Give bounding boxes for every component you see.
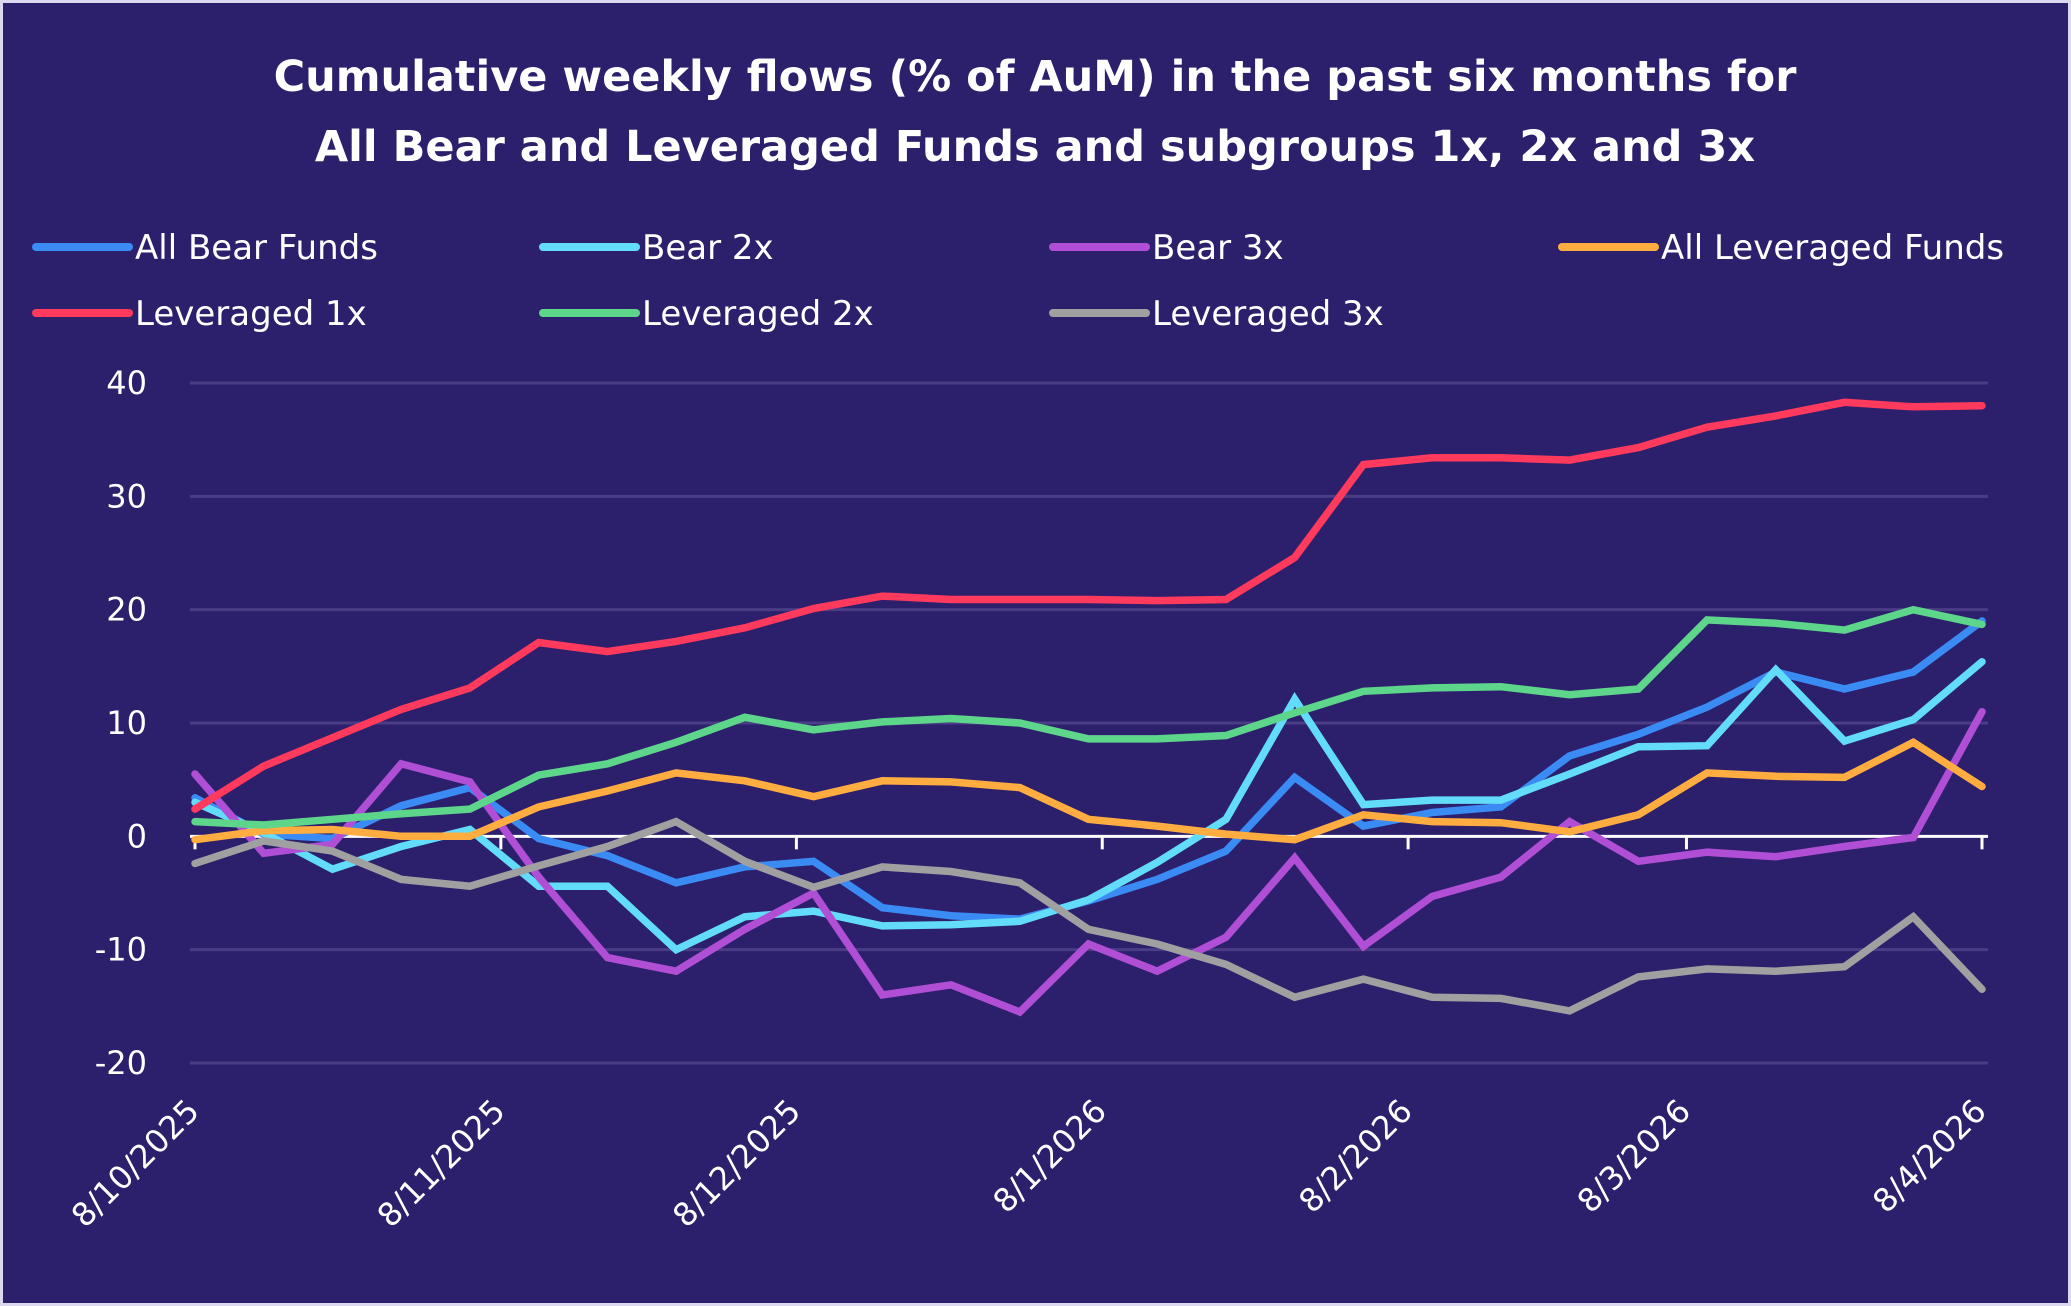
line-chart: Cumulative weekly flows (% of AuM) in th… — [32, 52, 2004, 1235]
chart-title-line-1: Cumulative weekly flows (% of AuM) in th… — [274, 52, 1798, 102]
y-tick-label: -20 — [95, 1044, 147, 1082]
x-tick-label: 8/3/2026 — [1570, 1092, 1698, 1220]
series-line-bear-2x — [191, 658, 1986, 955]
y-axis: 40 30 20 10 0 -10 -20 — [95, 364, 147, 1082]
series-line-leveraged-1x — [191, 398, 1986, 813]
y-tick-label: 40 — [106, 364, 147, 402]
legend-item: Leveraged 1x — [32, 294, 367, 334]
legend-label: Leveraged 1x — [135, 294, 367, 334]
x-tick-label: 8/4/2026 — [1865, 1092, 1993, 1220]
legend-item: Leveraged 2x — [539, 294, 874, 334]
chart-title: Cumulative weekly flows (% of AuM) in th… — [274, 52, 1798, 172]
chart-frame: Cumulative weekly flows (% of AuM) in th… — [3, 3, 2068, 1303]
legend-item: All Bear Funds — [32, 228, 378, 268]
series-line-leveraged-2x — [191, 605, 1986, 829]
legend-label: Bear 3x — [1152, 228, 1284, 268]
series-line-bear-3x — [191, 707, 1986, 1017]
legend-item: Leveraged 3x — [1049, 294, 1384, 334]
legend-item: Bear 3x — [1049, 228, 1284, 268]
x-axis: 8/10/2025 8/11/2025 8/12/2025 8/1/2026 8/2/2… — [64, 834, 1994, 1235]
legend-label: All Bear Funds — [135, 228, 378, 268]
y-tick-label: 10 — [106, 704, 147, 742]
legend-label: Leveraged 2x — [642, 294, 874, 334]
x-tick-label: 8/2/2026 — [1291, 1092, 1419, 1220]
x-tick-label: 8/12/2025 — [665, 1092, 808, 1235]
x-tick-label: 8/11/2025 — [370, 1092, 513, 1235]
legend-label: All Leveraged Funds — [1661, 228, 2004, 268]
y-tick-label: 20 — [106, 591, 147, 629]
series-line-leveraged-3x — [191, 817, 1986, 1015]
y-tick-label: 30 — [106, 477, 147, 515]
y-tick-label: -10 — [95, 931, 147, 969]
legend-item: All Leveraged Funds — [1558, 228, 2004, 268]
y-tick-label: 0 — [127, 817, 147, 855]
x-tick-label: 8/10/2025 — [64, 1092, 207, 1235]
chart-title-line-2: All Bear and Leveraged Funds and subgrou… — [315, 122, 1755, 172]
legend-label: Bear 2x — [642, 228, 774, 268]
series-lines — [191, 398, 1986, 1017]
series-line-all-leveraged-funds — [191, 737, 1986, 844]
legend-item: Bear 2x — [539, 228, 774, 268]
legend: All Bear Funds Bear 2x Bear 3x All Leverage… — [32, 228, 2004, 334]
x-tick-label: 8/1/2026 — [985, 1092, 1113, 1220]
legend-label: Leveraged 3x — [1152, 294, 1384, 334]
gridlines — [190, 381, 1988, 1065]
